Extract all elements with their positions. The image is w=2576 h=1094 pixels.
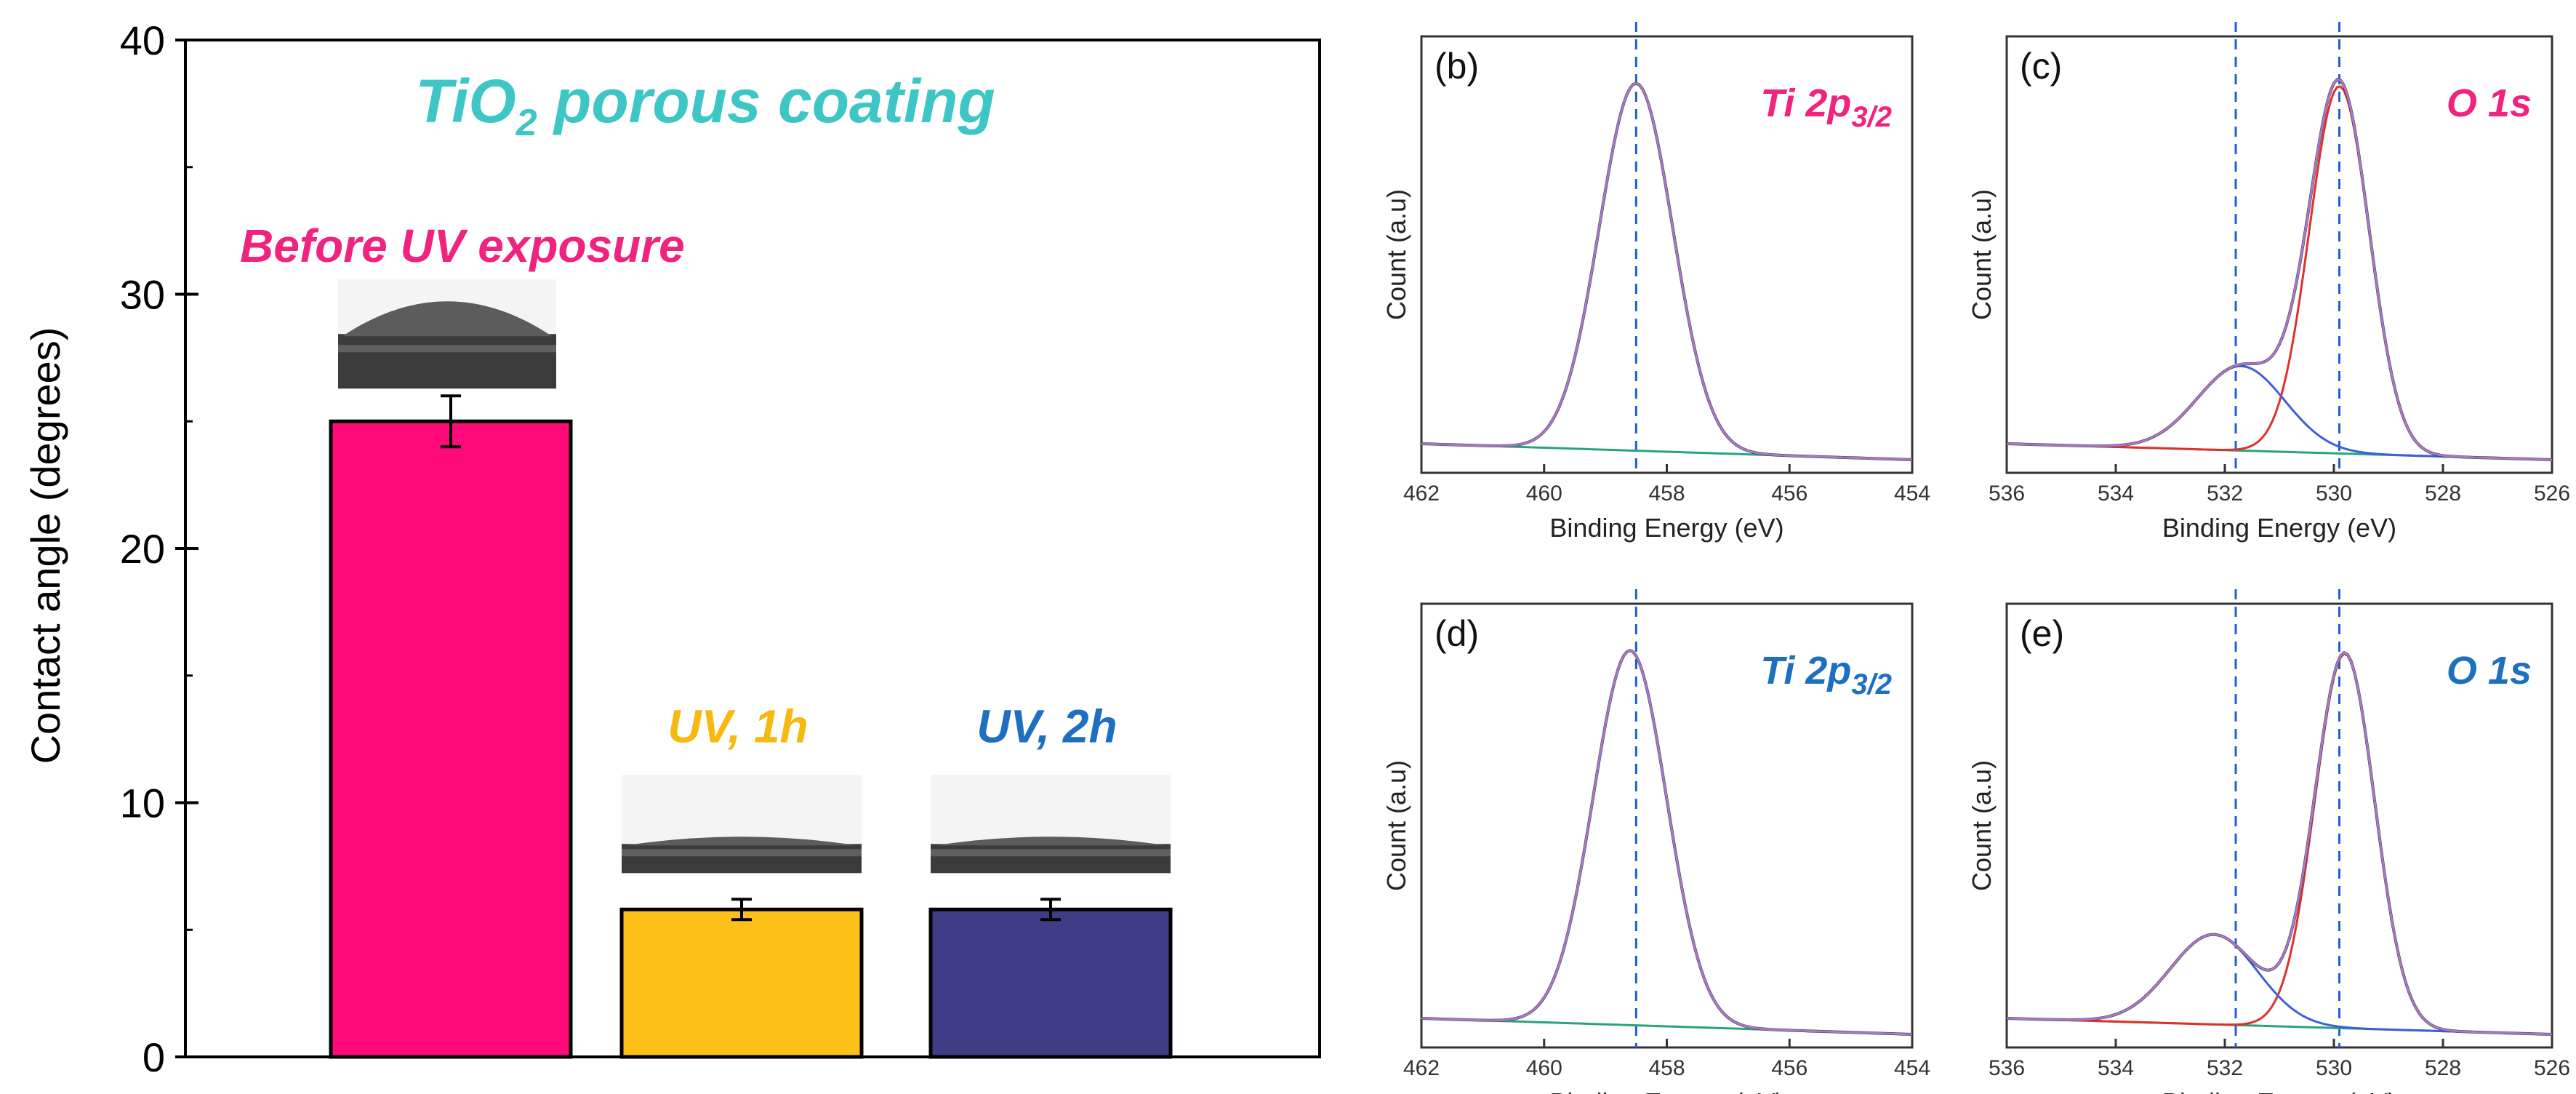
droplet-highlight (338, 345, 556, 353)
x-tick-label: 456 (1771, 482, 1807, 506)
x-axis-label: Binding Energy (eV) (2162, 1087, 2396, 1094)
xps-panel-e: 536 534 532 530 528 526 Binding Energy (eV) Cou… (1967, 589, 2570, 1094)
element-label: Ti 2p3/2 (1760, 649, 1892, 700)
droplet-substrate (622, 844, 862, 874)
envelope-curve (2006, 651, 2553, 1036)
x-axis-label: Binding Energy (eV) (1549, 513, 1783, 543)
x-axis-label: Binding Energy (eV) (2162, 513, 2396, 543)
x-tick-label: 534 (2098, 482, 2134, 506)
fit-component-curve (2006, 652, 2553, 1036)
bar (928, 907, 1173, 1059)
xps-plot-frame (2005, 602, 2553, 1049)
x-tick-label: 454 (1894, 482, 1930, 506)
bar (329, 419, 573, 1059)
element-label-sub: 3/2 (1851, 668, 1892, 700)
xps-panel-c: 536 534 532 530 528 526 Binding Energy (eV) Cou… (1967, 22, 2570, 543)
x-tick-label: 530 (2316, 482, 2352, 506)
water-droplet (935, 837, 1166, 846)
element-label-main: O 1s (2447, 81, 2532, 125)
measured-curve (2006, 650, 2553, 1036)
element-label-main: Ti 2p (1760, 81, 1851, 125)
bar-label: UV, 2h (976, 700, 1117, 752)
element-label-sub: 3/2 (1851, 101, 1892, 133)
panel-label: (d) (1435, 613, 1479, 654)
xps-panels: 462 460 458 456 454 Binding Energy (eV) Count … (1381, 22, 2570, 1094)
element-label-main: Ti 2p (1760, 649, 1851, 692)
y-axis-label: Contact angle (degrees) (23, 327, 68, 764)
x-tick-label: 458 (1648, 482, 1685, 506)
x-tick-label: 536 (1989, 1056, 2025, 1080)
chart-title-main: TiO (415, 67, 515, 135)
envelope-curve (2006, 78, 2553, 461)
panel-label: (e) (2020, 613, 2064, 654)
droplet-substrate (338, 334, 556, 389)
x-tick-label: 532 (2207, 1056, 2243, 1080)
panel-label: (b) (1435, 46, 1479, 87)
x-tick-label: 526 (2534, 482, 2570, 506)
element-label-main: O 1s (2447, 649, 2532, 692)
contact-angle-chart: 0 10 20 30 40 Contact angle (degrees) TiO2 p… (23, 17, 1321, 1080)
x-tick-label: 462 (1403, 1056, 1440, 1080)
y-tick-label: 10 (120, 780, 165, 826)
y-tick-label: 0 (143, 1034, 165, 1080)
x-tick-label: 528 (2425, 1056, 2461, 1080)
x-axis-label: Binding Energy (eV) (1549, 1087, 1783, 1094)
y-axis-label: Count (a.u) (1381, 760, 1411, 891)
y-tick-label: 40 (120, 17, 165, 63)
x-tick-label: 528 (2425, 482, 2461, 506)
xps-panel-d: 462 460 458 456 454 Binding Energy (eV) Count … (1381, 589, 1930, 1094)
bar (619, 907, 864, 1059)
y-axis-label: Count (a.u) (1967, 189, 1997, 320)
chart-title-sub: 2 (515, 102, 537, 144)
y-tick-label: 30 (120, 272, 165, 318)
x-tick-label: 530 (2316, 1056, 2352, 1080)
x-tick-label: 460 (1526, 1056, 1562, 1080)
element-label: O 1s (2447, 81, 2532, 125)
x-tick-label: 462 (1403, 482, 1440, 506)
envelope-curve (1421, 82, 1913, 461)
droplet-highlight (622, 849, 862, 857)
y-axis-label: Count (a.u) (1381, 189, 1411, 320)
element-label: O 1s (2447, 649, 2532, 692)
fit-component-curve (2006, 85, 2553, 461)
droplet-highlight (931, 849, 1171, 857)
envelope-curve (1421, 649, 1913, 1036)
y-axis-label: Count (a.u) (1967, 760, 1997, 891)
x-tick-label: 534 (2098, 1056, 2134, 1080)
x-tick-label: 532 (2207, 482, 2243, 506)
xps-panel-b: 462 460 458 456 454 Binding Energy (eV) Count … (1381, 22, 1930, 543)
measured-curve (1421, 81, 1913, 461)
x-tick-label: 460 (1526, 482, 1562, 506)
x-tick-label: 526 (2534, 1056, 2570, 1080)
droplet-substrate (931, 844, 1171, 874)
bar-label: Before UV exposure (240, 220, 685, 272)
x-tick-label: 536 (1989, 482, 2025, 506)
panel-label: (c) (2020, 46, 2062, 87)
water-droplet (626, 837, 857, 846)
x-tick-label: 458 (1648, 1056, 1685, 1080)
water-droplet (342, 301, 552, 337)
measured-curve (1421, 649, 1913, 1036)
element-label: Ti 2p3/2 (1760, 81, 1892, 133)
x-tick-label: 454 (1894, 1056, 1930, 1080)
bar-label: UV, 1h (667, 700, 808, 752)
xps-plot-frame (2005, 35, 2553, 474)
chart-title: TiO2 porous coating (415, 67, 995, 144)
x-tick-label: 456 (1771, 1056, 1807, 1080)
chart-title-rest: porous coating (537, 67, 995, 135)
y-tick-label: 20 (120, 526, 165, 572)
